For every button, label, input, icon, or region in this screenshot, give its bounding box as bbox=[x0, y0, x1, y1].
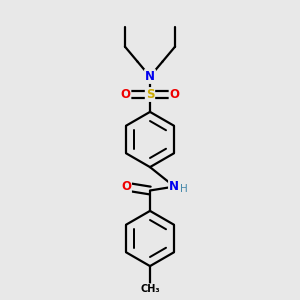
Text: O: O bbox=[120, 88, 130, 101]
Text: O: O bbox=[169, 88, 180, 101]
Text: N: N bbox=[169, 180, 179, 193]
Text: O: O bbox=[121, 180, 131, 193]
Text: CH₃: CH₃ bbox=[140, 284, 160, 294]
Text: N: N bbox=[145, 70, 155, 83]
Text: S: S bbox=[146, 88, 154, 101]
Text: H: H bbox=[180, 184, 188, 194]
